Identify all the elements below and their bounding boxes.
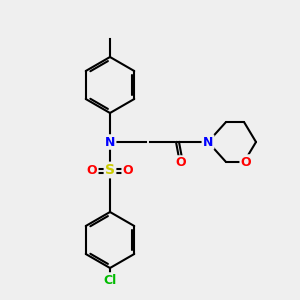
Text: N: N xyxy=(105,136,115,148)
Text: S: S xyxy=(105,163,115,177)
Text: N: N xyxy=(203,136,213,148)
Text: O: O xyxy=(175,157,186,169)
Text: Cl: Cl xyxy=(103,274,117,286)
Text: O: O xyxy=(87,164,97,176)
Text: O: O xyxy=(241,155,251,169)
Text: O: O xyxy=(123,164,133,176)
